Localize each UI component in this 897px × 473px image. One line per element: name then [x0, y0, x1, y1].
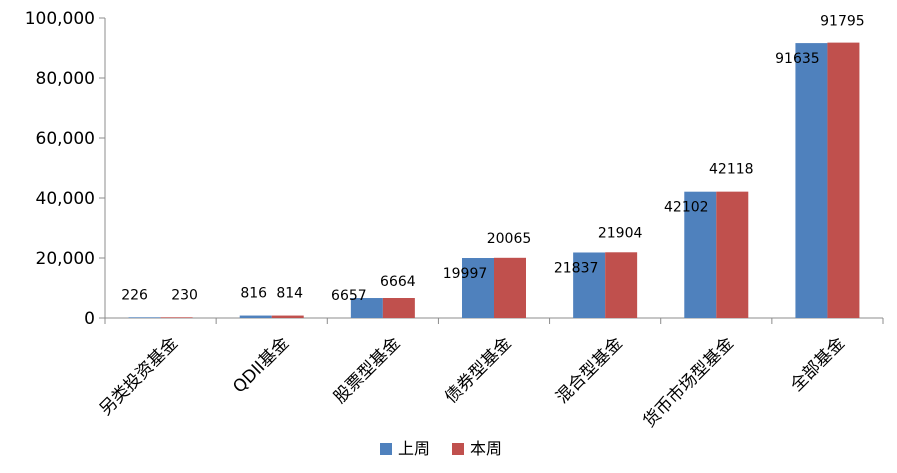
data-label: 816	[240, 286, 267, 302]
y-tick-label: 0	[84, 309, 95, 329]
bar-this-week	[382, 298, 415, 318]
legend-swatch	[380, 443, 392, 455]
data-label: 814	[276, 286, 303, 302]
bar-last-week	[573, 252, 606, 318]
data-label: 91795	[820, 14, 865, 30]
data-label: 42118	[709, 162, 754, 178]
axes: 0 20,000 40,000 60,000 80,000 100,000 另类投资基金 QD…	[25, 9, 884, 432]
legend-swatch	[452, 443, 464, 455]
y-tick-label: 60,000	[36, 129, 95, 149]
data-label: 21904	[598, 225, 643, 241]
bar-last-week	[239, 315, 272, 318]
bar-last-week	[462, 258, 494, 318]
legend-label: 上周	[398, 439, 430, 458]
bar-this-week	[160, 317, 193, 318]
bar-this-week	[827, 42, 860, 319]
data-label: 230	[171, 287, 198, 303]
x-tick-label: 全部基金	[787, 333, 849, 395]
y-tick-label: 40,000	[36, 189, 95, 209]
y-tick-label: 20,000	[36, 249, 95, 269]
x-tick-label: 债券型基金	[441, 333, 515, 407]
data-labels: 226 230 816 814 6657 6664 19997 20065 21837 21904…	[121, 14, 864, 304]
x-tick-label: 另类投资基金	[96, 333, 182, 419]
bars	[128, 42, 860, 319]
bar-this-week	[271, 315, 304, 318]
bar-last-week	[128, 317, 161, 318]
data-label: 21837	[554, 260, 599, 276]
bar-last-week	[350, 298, 383, 318]
data-label: 19997	[443, 266, 488, 282]
y-tick-label: 100,000	[25, 9, 95, 29]
bar-this-week	[605, 252, 638, 318]
x-tick-label: 货币市场型基金	[640, 333, 738, 431]
bar-this-week	[494, 257, 526, 318]
x-tick-label: 股票型基金	[330, 333, 404, 407]
legend: 上周 本周	[380, 439, 502, 458]
data-label: 6664	[380, 274, 416, 290]
bar-last-week	[795, 43, 828, 318]
data-label: 20065	[487, 231, 532, 247]
y-tick-label: 80,000	[36, 69, 95, 89]
bar-last-week	[684, 191, 717, 318]
x-tick-label: 混合型基金	[552, 333, 626, 407]
bar-this-week	[716, 191, 749, 318]
data-label: 226	[121, 287, 148, 303]
legend-label: 本周	[470, 439, 502, 458]
x-tick-label: QDII基金	[229, 333, 293, 397]
data-label: 42102	[664, 200, 709, 216]
data-label: 6657	[331, 288, 367, 304]
data-label: 91635	[775, 51, 820, 67]
